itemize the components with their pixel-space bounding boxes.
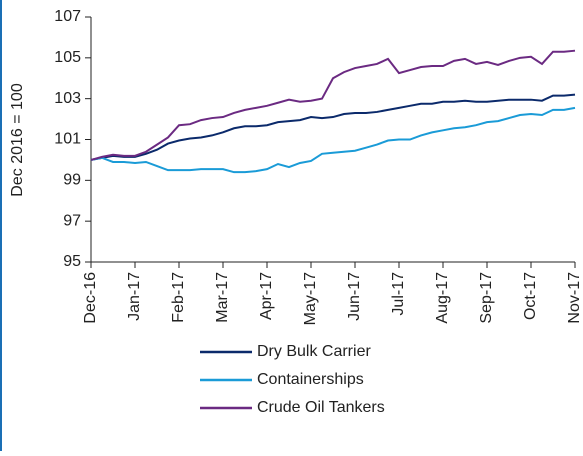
y-axis-label: Dec 2016 = 100 xyxy=(9,83,26,197)
x-tick-label: Oct-17 xyxy=(522,272,539,320)
y-tick-label: 107 xyxy=(54,8,81,25)
legend-label: Dry Bulk Carrier xyxy=(257,343,371,360)
x-tick-label: Nov-17 xyxy=(566,272,583,324)
y-tick-label: 97 xyxy=(63,212,81,229)
y-tick-label: 101 xyxy=(54,131,81,148)
x-tick-label: Jan-17 xyxy=(126,272,143,321)
y-tick-label: 99 xyxy=(63,172,81,189)
y-tick-label: 95 xyxy=(63,253,81,270)
x-tick-label: Jun-17 xyxy=(346,272,363,321)
x-tick-label: Apr-17 xyxy=(258,272,275,320)
y-tick-label: 103 xyxy=(54,90,81,107)
legend-label: Crude Oil Tankers xyxy=(257,399,385,416)
x-tick-label: Sep-17 xyxy=(478,272,495,324)
series-line xyxy=(90,49,576,161)
x-tick-label: Jul-17 xyxy=(390,272,407,316)
series-line xyxy=(90,106,576,174)
x-tick-label: Mar-17 xyxy=(214,272,231,323)
legend-label: Containerships xyxy=(257,371,364,388)
x-tick-label: Feb-17 xyxy=(170,272,187,323)
y-tick-label: 105 xyxy=(54,49,81,66)
x-tick-label: May-17 xyxy=(302,272,319,325)
series-line xyxy=(90,93,576,161)
x-tick-label: Dec-16 xyxy=(82,272,99,324)
x-tick-label: Aug-17 xyxy=(434,272,451,324)
